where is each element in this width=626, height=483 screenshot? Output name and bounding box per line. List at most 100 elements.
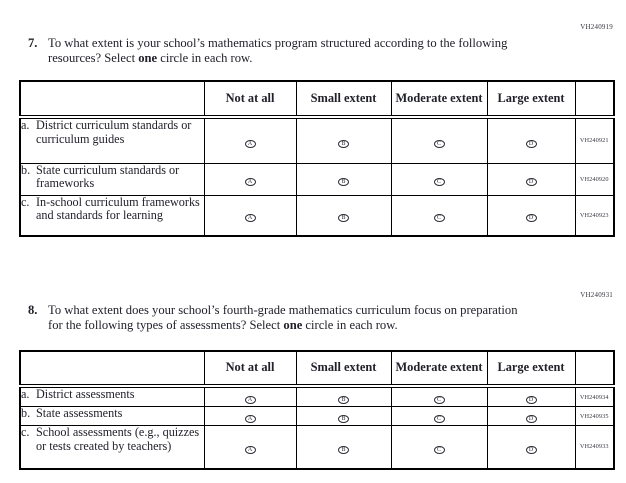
answer-bubble-c[interactable]: C (433, 396, 445, 404)
row-letter: b. (21, 406, 31, 420)
option-cell: D (486, 406, 576, 426)
answer-bubble-b[interactable]: B (338, 214, 349, 223)
answer-bubble-a[interactable]: A (244, 178, 256, 186)
answer-bubble-a[interactable]: A (244, 415, 256, 423)
question-8-text: To what extent does your school’s fourth… (48, 303, 518, 332)
option-cell: C (390, 194, 488, 237)
answer-bubble-c[interactable]: C (433, 214, 445, 223)
question-8-table: Not at all Small extent Moderate extent … (19, 350, 615, 470)
answer-bubble-b[interactable]: B (338, 139, 349, 148)
question-8-number: 8. (28, 303, 38, 317)
row-label-cell: a. District assessments (19, 385, 205, 407)
row-label: District assessments (36, 387, 135, 401)
option-cell: D (486, 116, 576, 164)
option-cell: A (203, 194, 297, 237)
answer-bubble-c[interactable]: C (433, 139, 445, 148)
column-header-small-extent: Small extent (295, 350, 392, 388)
row-code: VH240921 (574, 116, 615, 164)
row-code: VH240933 (574, 425, 615, 469)
row-label: State assessments (36, 406, 123, 420)
column-header-large-extent: Large extent (486, 80, 576, 119)
header-empty (19, 350, 205, 388)
answer-bubble-a[interactable]: A (244, 396, 256, 404)
question-7-number: 7. (28, 36, 38, 50)
option-cell: A (203, 116, 297, 164)
row-letter: c. (21, 425, 30, 439)
row-label-cell: b. State assessments (19, 406, 205, 426)
row-letter: b. (21, 163, 31, 177)
question-7-code: VH240919 (580, 23, 613, 31)
header-code-empty (574, 80, 615, 119)
answer-bubble-c[interactable]: C (433, 415, 445, 423)
row-label: State curriculum standards or frameworks (36, 163, 180, 191)
answer-bubble-b[interactable]: B (338, 415, 349, 423)
option-cell: D (486, 385, 576, 407)
column-header-not-at-all: Not at all (203, 80, 297, 119)
option-cell: D (486, 425, 576, 469)
row-label-cell: a. District curriculum standards or curri… (19, 116, 205, 164)
table-row: a. District curriculum standards or curri… (19, 116, 615, 164)
answer-bubble-d[interactable]: D (525, 214, 537, 223)
option-cell: C (390, 406, 488, 426)
table-row: b. State assessments A B C D VH240935 (19, 406, 615, 426)
row-label: In-school curriculum frameworks and stan… (36, 195, 200, 223)
answer-bubble-d[interactable]: D (525, 139, 537, 148)
option-cell: B (295, 425, 392, 469)
question-7-text: To what extent is your school’s mathemat… (48, 36, 508, 65)
row-code: VH240935 (574, 406, 615, 426)
option-cell: B (295, 385, 392, 407)
column-header-large-extent: Large extent (486, 350, 576, 388)
header-empty (19, 80, 205, 119)
question-7-table: Not at all Small extent Moderate extent … (19, 80, 615, 237)
option-cell: A (203, 162, 297, 196)
column-header-not-at-all: Not at all (203, 350, 297, 388)
option-cell: C (390, 385, 488, 407)
answer-bubble-b[interactable]: B (338, 178, 349, 186)
option-cell: B (295, 194, 392, 237)
answer-bubble-d[interactable]: D (525, 415, 537, 423)
row-label: District curriculum standards or curricu… (36, 118, 192, 146)
option-cell: B (295, 406, 392, 426)
answer-bubble-a[interactable]: A (244, 139, 256, 148)
option-cell: B (295, 162, 392, 196)
answer-bubble-a[interactable]: A (244, 214, 256, 223)
row-letter: a. (21, 387, 30, 401)
option-cell: D (486, 162, 576, 196)
row-letter: a. (21, 118, 30, 132)
row-label-cell: c. School assessments (e.g., quizzes or t… (19, 425, 205, 469)
answer-bubble-a[interactable]: A (244, 445, 256, 454)
question-7-prompt: 7. To what extent is your school’s mathe… (28, 36, 535, 66)
option-cell: A (203, 425, 297, 469)
row-label: School assessments (e.g., quizzes or tes… (36, 425, 200, 453)
row-code: VH240934 (574, 385, 615, 407)
answer-bubble-c[interactable]: C (433, 178, 445, 186)
answer-bubble-d[interactable]: D (525, 445, 537, 454)
table-row: a. District assessments A B C D VH240934 (19, 385, 615, 407)
row-letter: c. (21, 195, 30, 209)
answer-bubble-b[interactable]: B (338, 445, 349, 454)
question-8-code: VH240931 (580, 291, 613, 299)
table-row: b. State curriculum standards or framewor… (19, 162, 615, 196)
question-8-prompt: 8. To what extent does your school’s fou… (28, 303, 535, 333)
option-cell: C (390, 162, 488, 196)
table-row: c. In-school curriculum frameworks and st… (19, 194, 615, 237)
option-cell: D (486, 194, 576, 237)
answer-bubble-b[interactable]: B (338, 396, 349, 404)
table-row: c. School assessments (e.g., quizzes or t… (19, 425, 615, 469)
option-cell: C (390, 116, 488, 164)
answer-bubble-d[interactable]: D (525, 396, 537, 404)
answer-bubble-d[interactable]: D (525, 178, 537, 186)
option-cell: B (295, 116, 392, 164)
header-row: Not at all Small extent Moderate extent … (19, 80, 615, 119)
row-label-cell: c. In-school curriculum frameworks and st… (19, 194, 205, 237)
option-cell: A (203, 406, 297, 426)
answer-bubble-c[interactable]: C (433, 445, 445, 454)
column-header-moderate-extent: Moderate extent (390, 350, 488, 388)
option-cell: A (203, 385, 297, 407)
header-row: Not at all Small extent Moderate extent … (19, 350, 615, 388)
column-header-small-extent: Small extent (295, 80, 392, 119)
row-code: VH240920 (574, 162, 615, 196)
row-label-cell: b. State curriculum standards or framewor… (19, 162, 205, 196)
option-cell: C (390, 425, 488, 469)
